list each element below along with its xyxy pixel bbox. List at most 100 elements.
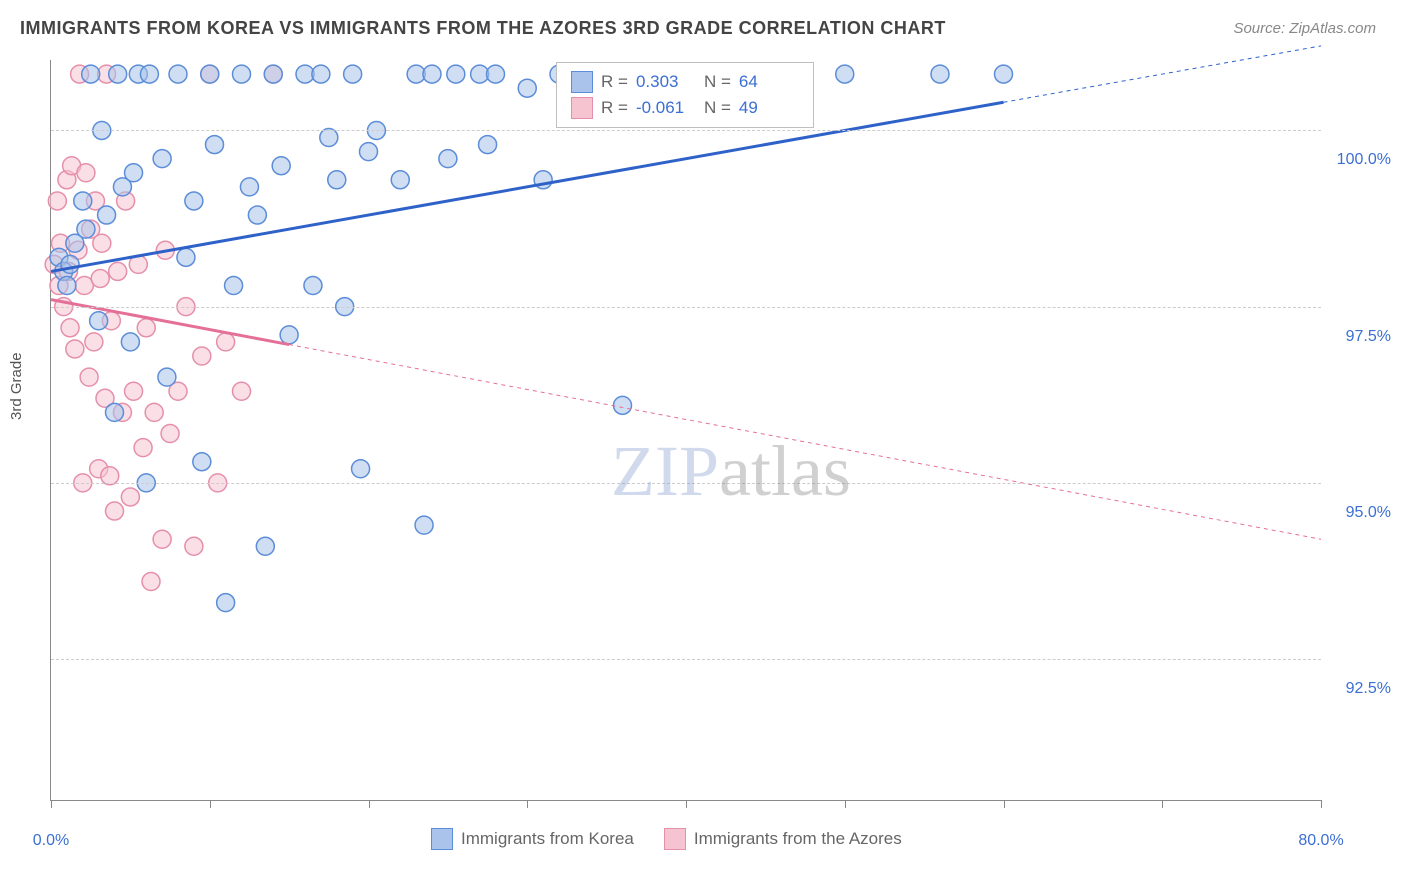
scatter-point <box>106 403 124 421</box>
x-tick <box>845 800 846 808</box>
scatter-point <box>91 269 109 287</box>
scatter-point <box>344 65 362 83</box>
legend-swatch-korea <box>571 71 593 93</box>
scatter-point <box>125 164 143 182</box>
chart-container: R = 0.303 N = 64 R = -0.061 N = 49 ZIPat… <box>50 60 1320 800</box>
x-tick <box>1162 800 1163 808</box>
n-value: 49 <box>739 95 799 121</box>
scatter-point <box>169 65 187 83</box>
y-tick-label: 97.5% <box>1346 328 1391 346</box>
scatter-point <box>142 573 160 591</box>
scatter-point <box>125 382 143 400</box>
source-attribution: Source: ZipAtlas.com <box>1233 20 1376 37</box>
r-value: -0.061 <box>636 95 696 121</box>
scatter-point <box>153 150 171 168</box>
scatter-point <box>90 312 108 330</box>
scatter-point <box>304 277 322 295</box>
scatter-point <box>836 65 854 83</box>
scatter-point <box>217 333 235 351</box>
legend-label: Immigrants from the Azores <box>694 829 902 849</box>
legend-item-korea: Immigrants from Korea <box>431 828 634 850</box>
scatter-point <box>93 234 111 252</box>
legend-swatch-azores <box>571 97 593 119</box>
scatter-point <box>264 65 282 83</box>
scatter-point <box>109 65 127 83</box>
scatter-point <box>153 530 171 548</box>
r-label: R = <box>601 95 628 121</box>
trend-line-dashed <box>289 345 1321 540</box>
x-tick <box>1321 800 1322 808</box>
r-label: R = <box>601 69 628 95</box>
scatter-point <box>248 206 266 224</box>
scatter-point <box>140 65 158 83</box>
n-value: 64 <box>739 69 799 95</box>
scatter-point <box>225 277 243 295</box>
scatter-point <box>193 453 211 471</box>
x-tick <box>527 800 528 808</box>
scatter-point <box>256 537 274 555</box>
legend-swatch-icon <box>431 828 453 850</box>
scatter-point <box>479 136 497 154</box>
scatter-point <box>233 65 251 83</box>
scatter-point <box>931 65 949 83</box>
y-tick-label: 95.0% <box>1346 504 1391 522</box>
scatter-point <box>66 340 84 358</box>
y-tick-label: 92.5% <box>1346 680 1391 698</box>
scatter-point <box>134 439 152 457</box>
scatter-point <box>206 136 224 154</box>
scatter-point <box>360 143 378 161</box>
scatter-point <box>82 65 100 83</box>
plot-area: R = 0.303 N = 64 R = -0.061 N = 49 ZIPat… <box>50 60 1321 801</box>
trend-line-dashed <box>1004 46 1322 102</box>
scatter-point <box>74 192 92 210</box>
scatter-point <box>312 65 330 83</box>
y-axis-label: 3rd Grade <box>8 352 25 420</box>
scatter-point <box>77 164 95 182</box>
gridline <box>51 307 1321 308</box>
r-value: 0.303 <box>636 69 696 95</box>
scatter-point <box>161 425 179 443</box>
x-tick <box>51 800 52 808</box>
scatter-point <box>995 65 1013 83</box>
scatter-point <box>518 79 536 97</box>
scatter-point <box>614 396 632 414</box>
n-label: N = <box>704 95 731 121</box>
scatter-point <box>106 502 124 520</box>
chart-title: IMMIGRANTS FROM KOREA VS IMMIGRANTS FROM… <box>20 18 946 39</box>
trend-line-solid <box>51 102 1004 271</box>
scatter-point <box>272 157 290 175</box>
legend-label: Immigrants from Korea <box>461 829 634 849</box>
scatter-point <box>217 594 235 612</box>
scatter-point <box>391 171 409 189</box>
scatter-point <box>439 150 457 168</box>
x-tick <box>369 800 370 808</box>
scatter-point <box>61 319 79 337</box>
x-tick-label: 0.0% <box>33 832 69 850</box>
scatter-point <box>415 516 433 534</box>
scatter-point <box>80 368 98 386</box>
scatter-point <box>352 460 370 478</box>
scatter-point <box>98 206 116 224</box>
scatter-point <box>58 277 76 295</box>
x-tick-label: 80.0% <box>1298 832 1343 850</box>
scatter-point <box>447 65 465 83</box>
scatter-point <box>48 192 66 210</box>
scatter-point <box>487 65 505 83</box>
scatter-point <box>423 65 441 83</box>
scatter-svg <box>51 60 1321 800</box>
y-tick-label: 100.0% <box>1337 151 1391 169</box>
series-legend: Immigrants from Korea Immigrants from th… <box>431 828 902 850</box>
legend-row-azores: R = -0.061 N = 49 <box>571 95 799 121</box>
x-tick <box>1004 800 1005 808</box>
scatter-point <box>280 326 298 344</box>
scatter-point <box>177 248 195 266</box>
legend-item-azores: Immigrants from the Azores <box>664 828 902 850</box>
n-label: N = <box>704 69 731 95</box>
scatter-point <box>77 220 95 238</box>
scatter-point <box>85 333 103 351</box>
legend-row-korea: R = 0.303 N = 64 <box>571 69 799 95</box>
scatter-point <box>201 65 219 83</box>
scatter-point <box>137 319 155 337</box>
scatter-point <box>109 262 127 280</box>
gridline <box>51 659 1321 660</box>
